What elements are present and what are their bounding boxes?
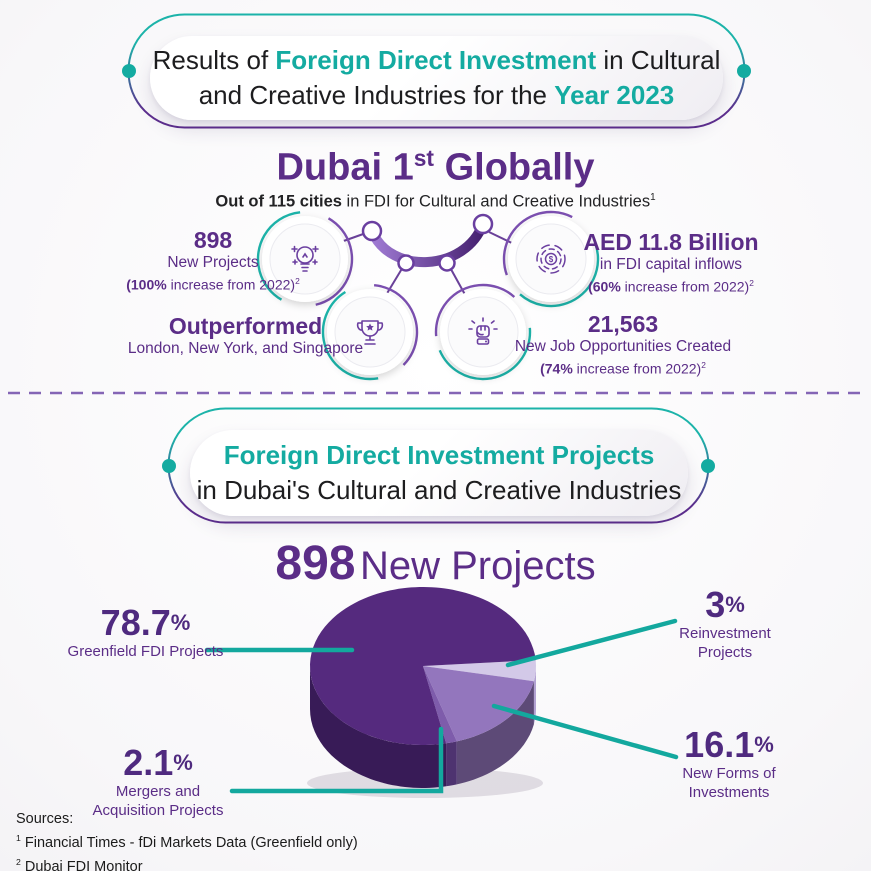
ring-dot-left bbox=[162, 459, 176, 473]
pie-wall-0 bbox=[533, 666, 536, 725]
header2-line1: Foreign Direct Investment Projects bbox=[223, 440, 655, 470]
ranking-subtitle: Out of 115 cities in FDI for Cultural an… bbox=[215, 192, 656, 211]
callout-greenfield: 78.7% Greenfield FDI Projects bbox=[67, 602, 224, 661]
header1-card: Results of Foreign Direct Investment in … bbox=[150, 36, 723, 120]
pie-shadow bbox=[307, 768, 543, 798]
source-item: 2 Dubai FDI Monitor bbox=[16, 856, 143, 875]
leader-lines bbox=[204, 618, 679, 794]
network-arc bbox=[367, 219, 488, 267]
source-item: 1 Financial Times - fDi Markets Data (Gr… bbox=[16, 833, 358, 851]
leader-line-new-forms bbox=[491, 703, 679, 760]
header1-line2: and Creative Industries for the Year 202… bbox=[198, 80, 675, 110]
ranking-title: Dubai 1st Globally bbox=[276, 145, 595, 189]
pie-wall-1 bbox=[456, 681, 534, 785]
pie-slice-2 bbox=[423, 666, 457, 744]
callout-reinvestment: 3% Reinvestment Projects bbox=[679, 584, 771, 662]
pie-title: 898 New Projects bbox=[275, 537, 596, 590]
pie-slices bbox=[310, 587, 536, 788]
pie-wall-2 bbox=[446, 741, 457, 787]
leader-line-reinvestment bbox=[505, 618, 678, 668]
header1-line1: Results of Foreign Direct Investment in … bbox=[152, 45, 721, 75]
leader-line-mergers bbox=[229, 726, 444, 794]
header2-line2: in Dubai's Cultural and Creative Industr… bbox=[196, 475, 682, 505]
stat-outperformed: Outperformed London, New York, and Singa… bbox=[127, 313, 364, 357]
ring-dot-right bbox=[737, 64, 751, 78]
pie-wall-3 bbox=[310, 666, 447, 788]
callout-mergers: 2.1% Mergers and Acquisition Projects bbox=[92, 742, 224, 820]
stat-new-projects: 898 New Projects (100% increase from 202… bbox=[126, 227, 300, 293]
pie-slice-3 bbox=[310, 587, 536, 745]
pie-slice-0 bbox=[423, 660, 536, 682]
sources-heading: Sources: bbox=[16, 811, 74, 827]
ring-dot-left bbox=[122, 64, 136, 78]
sources: Sources: 1 Financial Times - fDi Markets… bbox=[16, 810, 516, 877]
pie-slice-1 bbox=[423, 666, 534, 742]
ring-dot-right bbox=[701, 459, 715, 473]
stat-capital-inflows: AED 11.8 Billion in FDI capital inflows … bbox=[583, 229, 759, 295]
stat-jobs-created: 21,563 New Job Opportunities Created (74… bbox=[514, 311, 732, 377]
callout-new-forms: 16.1% New Forms of Investments bbox=[682, 724, 776, 802]
header2-card: Foreign Direct Investment Projects in Du… bbox=[190, 430, 688, 516]
